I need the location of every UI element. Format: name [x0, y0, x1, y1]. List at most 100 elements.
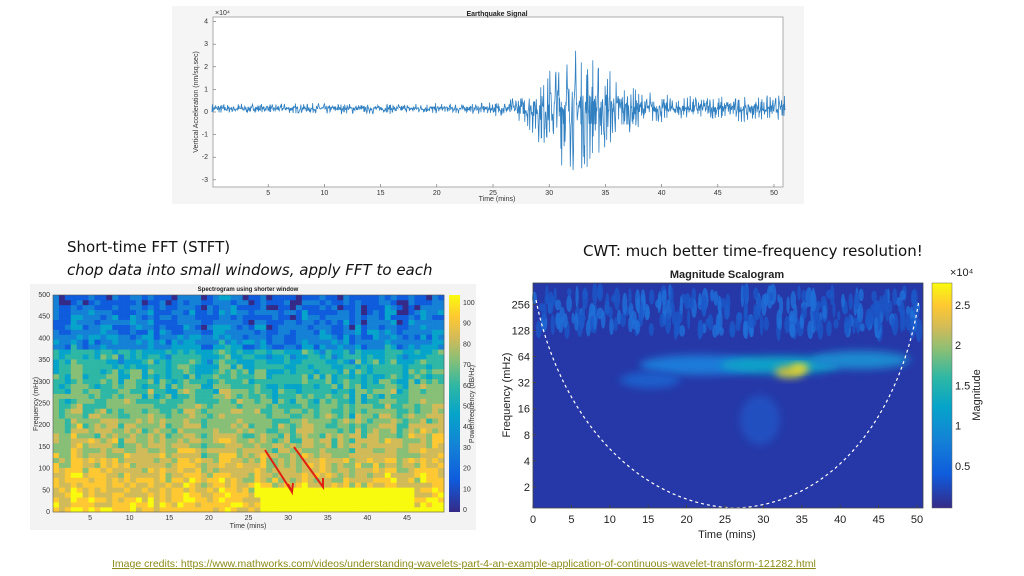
spectrogram-cell	[289, 349, 297, 355]
spectrogram-cell	[58, 364, 66, 370]
credits-link[interactable]: Image credits: https://www.mathworks.com…	[112, 558, 816, 570]
scalogram-ripple	[892, 288, 898, 306]
spectrogram-cell	[248, 373, 255, 380]
spectrogram-cell	[254, 418, 261, 424]
spectrogram-cell	[378, 403, 386, 409]
spectrogram-cell	[372, 403, 380, 409]
spectrogram-cell	[408, 413, 415, 419]
spectrogram-cell	[159, 398, 166, 404]
spectrogram-cell	[254, 388, 261, 394]
spectrogram-cell	[295, 472, 303, 478]
spectrogram-cell	[124, 359, 131, 365]
spectrogram-cell	[183, 457, 190, 463]
spectrogram-cell	[272, 507, 279, 513]
spectrogram-cell	[325, 329, 332, 335]
spectrogram-cell	[70, 433, 77, 439]
spectrogram-cell	[177, 299, 184, 306]
spectrogram-cell	[384, 433, 391, 439]
spectrogram-cell	[106, 438, 113, 444]
spectrogram-cell	[254, 467, 261, 473]
spectrogram-cell	[331, 418, 338, 424]
spectrogram-cell	[426, 447, 433, 454]
spectrogram-cell	[355, 329, 362, 335]
spectrogram-cell	[183, 403, 190, 409]
scalogram-ripple	[687, 309, 691, 330]
spectrogram-cell	[390, 447, 397, 454]
spectrogram-cell	[343, 433, 350, 439]
spectrogram-cell	[236, 433, 243, 439]
spectrogram-cell	[70, 388, 77, 394]
spectrogram-cell	[53, 507, 60, 513]
spectrogram-cell	[295, 334, 303, 340]
spectrogram-cell	[426, 502, 433, 508]
spectrogram-cell	[100, 378, 107, 385]
spectrogram-cell	[58, 388, 66, 394]
spectrogram-cell	[266, 403, 273, 409]
spectrogram-cell	[396, 309, 403, 316]
spectrogram-cell	[260, 482, 267, 488]
spectrogram-cell	[307, 309, 314, 316]
spectrogram-cell	[260, 344, 267, 350]
spectrogram-cell	[242, 364, 249, 370]
spectrogram-cell	[325, 349, 332, 355]
spectrogram-cell	[248, 487, 255, 493]
spectrogram-cell	[141, 487, 149, 493]
spectrogram-cell	[224, 398, 232, 404]
spectrogram-cell	[390, 452, 397, 459]
spectrogram-cell	[307, 497, 314, 503]
spectrogram-cell	[135, 373, 143, 380]
spectrogram-cell	[432, 472, 439, 478]
spectrogram-cell	[242, 462, 249, 468]
spectrogram-cell	[307, 324, 314, 330]
spectrogram-cell	[372, 418, 380, 424]
spectrogram-cell	[432, 482, 439, 488]
scalogram-ripple	[613, 316, 618, 332]
spectrogram-cell	[236, 319, 243, 325]
spectrogram-cell	[384, 324, 391, 330]
spectrogram-cell	[195, 393, 202, 399]
spectrogram-cell	[272, 418, 279, 424]
spectrogram-cell	[349, 457, 356, 463]
spectrogram-cell	[58, 295, 66, 301]
spectrogram-cell	[414, 364, 421, 370]
spectrogram-cell	[141, 324, 149, 330]
spectrogram-cell	[390, 418, 397, 424]
spectrogram-cell	[402, 442, 409, 449]
spectrogram-cell	[58, 314, 66, 320]
spectrogram-cell	[372, 423, 380, 429]
spectrogram-cell	[331, 304, 338, 311]
spectrogram-cell	[124, 398, 131, 404]
spectrogram-cell	[266, 408, 273, 414]
spectrogram-cell	[106, 507, 113, 513]
spectrogram-cell	[212, 295, 220, 301]
spectrogram-cell	[64, 462, 72, 468]
spectrogram-cell	[218, 428, 226, 434]
spectrogram-cell	[355, 487, 362, 493]
spectrogram-cell	[58, 428, 66, 434]
spectrogram-cell	[106, 334, 113, 340]
spectrogram-cell	[361, 393, 368, 399]
spectrogram-cell	[414, 388, 421, 394]
spectrogram-cell	[355, 373, 362, 380]
spectrogram-cell	[295, 502, 303, 508]
cone-of-influence	[535, 299, 920, 509]
spectrogram-cell	[301, 324, 309, 330]
colorbar-tick-label: 100	[463, 300, 475, 307]
spectrogram-cell	[88, 433, 95, 439]
spectrogram-cell	[82, 442, 89, 449]
y-tick-label: 1	[204, 86, 208, 93]
spectrogram-cell	[230, 477, 237, 483]
spectrogram-cell	[195, 388, 202, 394]
spectrogram-cell	[272, 393, 279, 399]
spectrogram-cell	[355, 334, 362, 340]
spectrogram-cell	[76, 497, 83, 503]
spectrogram-cell	[224, 304, 232, 311]
spectrogram-cell	[307, 403, 314, 409]
spectrogram-cell	[426, 364, 433, 370]
spectrogram-cell	[100, 383, 107, 389]
spectrogram-cell	[141, 299, 149, 306]
spectrogram-cell	[147, 398, 155, 404]
spectrogram-cell	[438, 314, 445, 320]
spectrogram-cell	[343, 388, 350, 394]
spectrogram-cell	[414, 447, 421, 454]
